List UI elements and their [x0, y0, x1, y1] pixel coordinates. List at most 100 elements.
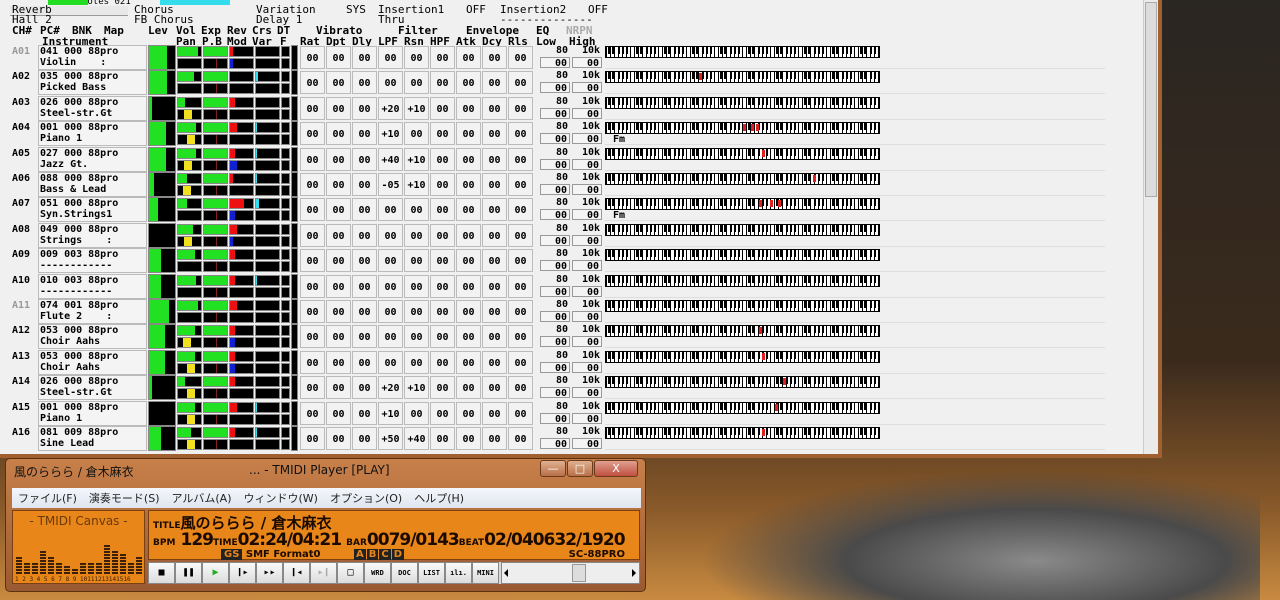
channel-row[interactable]: A03 026 000 88pro Steel-str.Gt 00 00 00 +20 +10 00… [10, 95, 1110, 121]
instrument-box[interactable]: 074 001 88pro Flute 2 : [38, 299, 147, 324]
menu-item[interactable]: 演奏モード(S) [88, 492, 160, 505]
close-button[interactable]: X [594, 460, 638, 477]
position-slider[interactable] [501, 562, 640, 584]
side-meter [291, 375, 298, 401]
channel-row[interactable]: A08 049 000 88pro Strings :00 00 00 00 00 00 00 00 0… [10, 222, 1110, 248]
col-eq: EQ [536, 24, 550, 37]
param-value: 00 [378, 350, 403, 374]
channel-row[interactable]: A09 009 003 88pro ------------ 00 00 00 00 00 00 00… [10, 248, 1110, 274]
instrument-box[interactable]: 088 000 88pro Bass & Lead [38, 172, 147, 197]
instrument-box[interactable]: 053 000 88pro Choir Aahs [38, 324, 147, 350]
fast-forward-button[interactable]: ▸▸ [256, 562, 283, 584]
param-value: 00 [430, 325, 455, 349]
step-forward-button[interactable]: ❙▸ [229, 562, 256, 584]
pause-button[interactable]: ❚❚ [175, 562, 202, 584]
eq-high-freq: 10k [581, 324, 600, 336]
instrument-box[interactable]: 027 000 88pro Jazz Gt. [38, 146, 147, 172]
param-value: 00 [508, 147, 533, 171]
instrument-box[interactable]: 009 003 88pro ------------ [38, 248, 147, 274]
channel-row[interactable]: A02 035 000 88pro Picked Bass 00 00 00 00 00 00 00 0… [10, 70, 1110, 96]
wrd-button[interactable]: WRD [364, 562, 391, 584]
channel-row[interactable]: A16 081 009 88pro Sine Lead 00 00 00 +50 +40 00 00 0… [10, 426, 1110, 451]
channel-row[interactable]: A11 074 001 88pro Flute 2 :00 00 00 00 00 00 00 00 0… [10, 299, 1110, 324]
menu-item[interactable]: オプション(O) [329, 492, 403, 505]
instrument-box[interactable]: 049 000 88pro Strings : [38, 222, 147, 248]
repeat-button[interactable]: □ [337, 562, 364, 584]
instrument-box[interactable]: 010 003 88pro ------------ [38, 273, 147, 299]
param-value: 00 [326, 249, 351, 273]
channel-row[interactable]: A13 053 000 88pro Choir Aahs 00 00 00 00 00 00 00 00… [10, 349, 1110, 375]
var-meter [255, 337, 280, 349]
param-value: 00 [352, 198, 377, 222]
insertion1-label: Insertion1 [378, 3, 445, 16]
channel-row[interactable]: A15 001 000 88pro Piano 1 00 00 00 +10 00 00 00 00 00… [10, 400, 1110, 426]
channel-row[interactable]: A07 051 000 88pro Syn.Strings1 00 00 00 00 00 00 00… [10, 197, 1110, 223]
instrument-box[interactable]: 026 000 88pro Steel-str.Gt [38, 95, 147, 121]
mini-button[interactable]: MINI [472, 562, 499, 584]
instrument-box[interactable]: 051 000 88pro Syn.Strings1 [38, 197, 147, 223]
pb-meter [203, 108, 228, 120]
param-value: 00 [326, 173, 351, 196]
channel-row[interactable]: A06 088 000 88pro Bass & Lead 00 00 00 -05 +10 00 0… [10, 172, 1110, 197]
channel-row[interactable]: A05 027 000 88pro Jazz Gt. 00 00 00 +40 +10 00 00 00… [10, 146, 1110, 172]
previous-button[interactable]: ❙◂ [283, 562, 310, 584]
lev-meter [148, 146, 176, 172]
next-button[interactable]: ▸❙ [310, 562, 337, 584]
keyboard [605, 46, 880, 58]
side-meter [291, 197, 298, 223]
slider-left-arrow-icon[interactable] [504, 569, 508, 577]
menu-item[interactable]: ヘルプ(H) [414, 492, 465, 505]
slider-right-arrow-icon[interactable] [632, 569, 636, 577]
menu-item[interactable]: ファイル(F) [18, 492, 77, 505]
channel-row[interactable]: A04 001 000 88pro Piano 1 00 00 00 +10 00 00 00 00 00… [10, 121, 1110, 147]
side-meter [291, 426, 298, 451]
exp-meter-fill [204, 428, 227, 437]
param-value: 00 [430, 274, 455, 298]
vol-meter [177, 376, 202, 388]
instrument-box[interactable]: 041 000 88pro Violin : [38, 45, 147, 70]
slider-thumb[interactable] [572, 564, 586, 582]
f-meter [281, 286, 290, 298]
maximize-button[interactable]: □ [567, 460, 593, 477]
instrument-box[interactable]: 026 000 88pro Steel-str.Gt [38, 375, 147, 401]
pan-meter [177, 83, 202, 95]
minimize-button[interactable]: — [540, 460, 566, 477]
rev-meter-fill [230, 275, 235, 285]
stop-button[interactable]: ■ [148, 562, 175, 584]
list-button[interactable]: LIST [418, 562, 445, 584]
insertion1-state: OFF [466, 3, 486, 16]
channel-row[interactable]: A01 041 000 88pro Violin :00 00 00 00 00 00 00 00 00… [10, 45, 1110, 70]
instrument-box[interactable]: 001 000 88pro Piano 1 [38, 121, 147, 147]
channel-row[interactable]: A10 010 003 88pro ------------ 00 00 00 00 00 00 00… [10, 273, 1110, 299]
program-map: 88pro [88, 427, 119, 438]
crs-meter [255, 122, 280, 134]
param-value: 00 [352, 46, 377, 69]
param-value: 00 [482, 223, 507, 247]
keyboard [605, 249, 880, 262]
channel-number: A12 [12, 325, 31, 337]
param-value: 00 [482, 71, 507, 95]
lyric-line [605, 364, 1105, 374]
instrument-box[interactable]: 053 000 88pro Choir Aahs [38, 349, 147, 375]
instrument-box[interactable]: 035 000 88pro Picked Bass [38, 70, 147, 96]
play-button[interactable]: ▶ [202, 562, 229, 584]
instrument-box[interactable]: 081 009 88pro Sine Lead [38, 426, 147, 451]
channel-bar [64, 565, 70, 574]
scrollbar-thumb[interactable] [1145, 2, 1157, 197]
menu-item[interactable]: ウィンドウ(W) [243, 492, 318, 505]
param-value: 00 [482, 198, 507, 222]
menu-item[interactable]: アルバム(A) [171, 492, 232, 505]
eq-high-freq: 10k [581, 426, 600, 437]
crs-meter [255, 96, 280, 108]
pb-center [215, 338, 217, 348]
spectrum-button[interactable]: ılı. [445, 562, 472, 584]
param-value: 00 [326, 350, 351, 374]
channel-row[interactable]: A12 053 000 88pro Choir Aahs 00 00 00 00 00 00 00 00… [10, 324, 1110, 350]
insertion1-value: Thru [378, 13, 405, 26]
channel-row[interactable]: A14 026 000 88pro Steel-str.Gt 00 00 00 +20 +10 00… [10, 375, 1110, 401]
param-value: 00 [300, 249, 325, 273]
eq-low-gain: 00 [540, 438, 570, 450]
instrument-box[interactable]: 001 000 88pro Piano 1 [38, 400, 147, 426]
doc-button[interactable]: DOC [391, 562, 418, 584]
vertical-scrollbar[interactable] [1143, 0, 1158, 454]
